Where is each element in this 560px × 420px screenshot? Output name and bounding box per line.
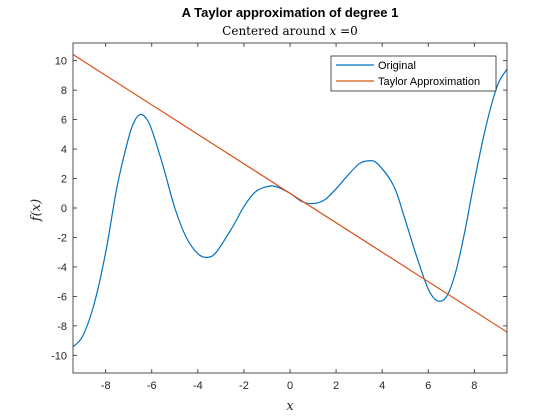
y-tick-label: 0 [61,203,67,215]
legend-label-original: Original [378,60,416,72]
legend: Original Taylor Approximation [330,55,497,92]
legend-box [330,55,497,92]
x-tick-label: -8 [101,380,111,392]
y-tick-label: 10 [55,56,67,68]
x-tick-label: 4 [379,380,385,392]
x-tick-label: 2 [333,380,339,392]
y-tick-label: -10 [51,350,67,362]
series-original-line [73,68,507,348]
x-tick-label: 0 [287,380,293,392]
y-tick-label: -8 [57,321,67,333]
x-tick-label: -4 [193,380,203,392]
y-tick-label: 8 [61,85,67,97]
x-tick-label: 8 [471,380,477,392]
y-tick-label: 4 [61,144,67,156]
x-axis-label: x [286,399,294,414]
y-tick-label: -6 [57,291,67,303]
subtitle-variable: x [330,24,337,38]
y-tick-label: 6 [61,115,67,127]
series-layer [73,53,507,348]
y-tick-label: -2 [57,232,67,244]
subtitle-suffix: =0 [336,24,358,38]
series-taylor-line [73,53,507,333]
chart-title: A Taylor approximation of degree 1 [182,5,399,20]
chart-subtitle: Centered around x =0 [222,24,358,38]
y-tick-label: -4 [57,262,67,274]
subtitle-prefix: Centered around [222,24,329,38]
y-axis-label: f(x) [29,199,44,222]
legend-label-taylor: Taylor Approximation [378,76,480,88]
axis-ticks: -8 -6 -4 -2 0 2 4 6 8 -10 -8 -6 -4 -2 0 2 4 6 8 10 [51,43,507,392]
x-tick-label: -2 [239,380,249,392]
x-tick-label: -6 [147,380,157,392]
plot-frame [72,42,508,374]
y-tick-label: 2 [61,174,67,186]
x-tick-label: 6 [425,380,431,392]
